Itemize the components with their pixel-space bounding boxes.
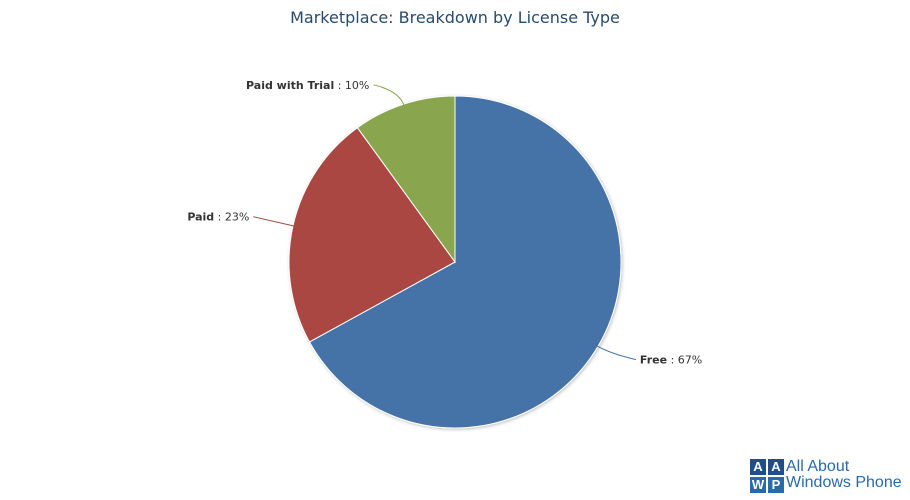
logo-letter: W [750,477,766,493]
logo-line2: Windows Phone [786,474,902,491]
connector-paid-with-trial [373,84,405,107]
logo-letter: P [768,477,784,493]
connector-free [595,345,637,361]
chart-title: Marketplace: Breakdown by License Type [290,8,620,27]
data-label-paid: Paid : 23% [187,211,249,224]
logo-text: All About Windows Phone [786,459,902,491]
logo-letter: A [750,459,766,475]
connector-paid [253,216,296,227]
logo-line1: All About [786,458,850,475]
aawp-logo-icon: A A W P [750,459,784,493]
data-label-free: Free : 67% [640,354,702,367]
data-label-paid-with-trial: Paid with Trial : 10% [246,79,369,92]
logo-letter: A [768,459,784,475]
